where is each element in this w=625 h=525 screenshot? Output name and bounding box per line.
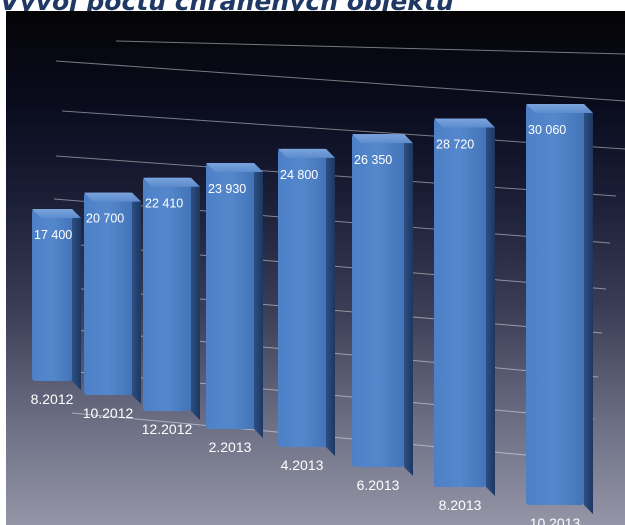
category-label: 8.2012 [31, 391, 74, 407]
bar-10.2013 [526, 104, 593, 514]
bar-top [526, 104, 593, 113]
bar-12.2012 [143, 177, 200, 420]
bar-top [143, 177, 200, 187]
bar-front [206, 162, 254, 429]
bars [32, 104, 593, 514]
value-label: 24 800 [280, 168, 318, 182]
category-label: 12.2012 [142, 421, 193, 437]
bar-front [84, 192, 132, 395]
category-label: 10.2013 [530, 515, 581, 525]
bar-top [278, 148, 335, 158]
bar-side [132, 192, 141, 404]
bar-2.2013 [206, 162, 263, 438]
bar-front [143, 177, 191, 411]
value-label: 30 060 [528, 123, 566, 137]
gridline [55, 60, 625, 102]
bar-front [352, 134, 404, 467]
bar-front [32, 209, 72, 381]
category-label: 2.2013 [209, 439, 252, 455]
bar-top [352, 134, 413, 144]
bar-top [434, 118, 495, 128]
value-label: 23 930 [208, 182, 246, 196]
chart-area: 17 400 8.2012 20 700 10.2012 22 410 12.2012 23… [6, 11, 625, 525]
bar-4.2013 [278, 148, 335, 456]
value-label: 22 410 [145, 197, 183, 211]
gridline [115, 40, 625, 55]
bar-10.2012 [84, 192, 141, 404]
labels: 17 400 8.2012 20 700 10.2012 22 410 12.2012 23… [31, 123, 581, 525]
chart-title: Vývoj počtu chráněných objektů [0, 0, 454, 16]
bar-front [278, 148, 326, 447]
bar-side [584, 104, 593, 514]
value-label: 26 350 [354, 153, 392, 167]
bar-8.2012 [32, 209, 81, 390]
category-label: 8.2013 [439, 497, 482, 513]
value-label: 17 400 [34, 228, 72, 242]
bar-side [486, 118, 495, 496]
bar-6.2013 [352, 134, 413, 476]
value-label: 20 700 [86, 212, 124, 226]
bar-front [526, 104, 584, 505]
category-label: 4.2013 [281, 457, 324, 473]
bar-side [326, 148, 335, 456]
bar-front [434, 118, 486, 487]
bar-top [84, 192, 141, 202]
category-label: 10.2012 [83, 405, 134, 421]
value-label: 28 720 [436, 138, 474, 152]
bar-side [254, 162, 263, 438]
bar-chart: 17 400 8.2012 20 700 10.2012 22 410 12.2012 23… [31, 40, 625, 525]
bar-side [72, 209, 81, 390]
gridline [55, 155, 617, 197]
bar-side [191, 177, 200, 420]
bar-top [206, 162, 263, 172]
bar-8.2013 [434, 118, 495, 496]
bar-side [404, 134, 413, 476]
category-label: 6.2013 [357, 477, 400, 493]
bar-top [32, 209, 81, 218]
